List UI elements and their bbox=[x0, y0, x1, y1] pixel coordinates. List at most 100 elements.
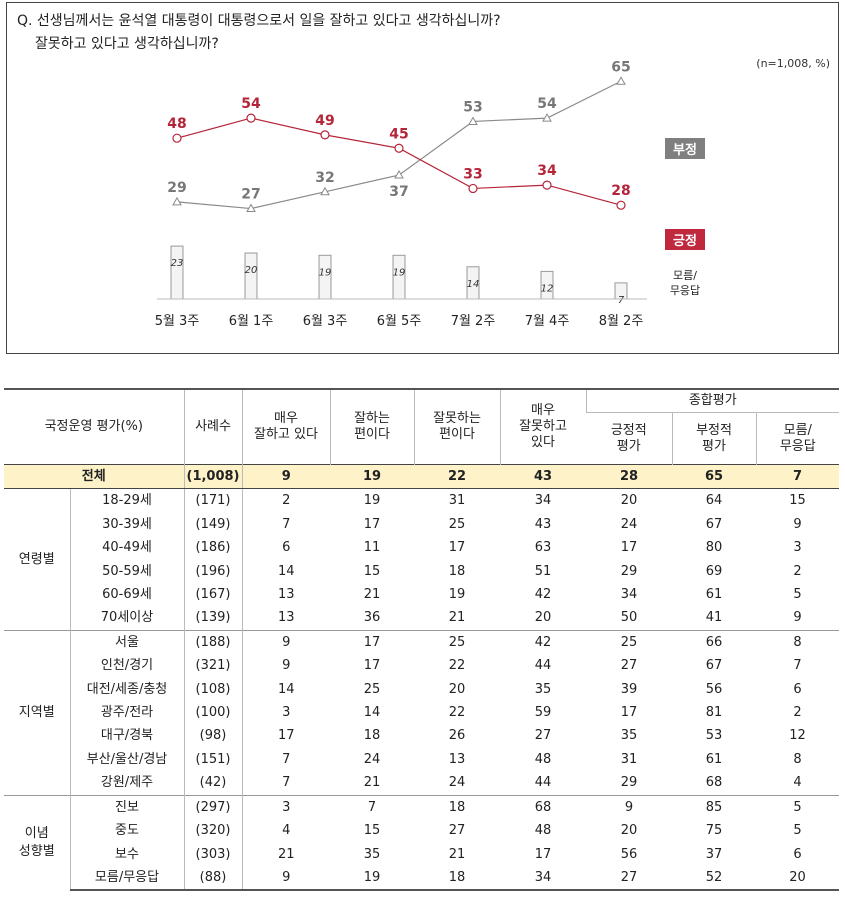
cell-value: 18 bbox=[414, 794, 501, 820]
row-count: (320) bbox=[184, 819, 243, 843]
row-label: 40-49세 bbox=[70, 536, 185, 560]
cell-value: 4 bbox=[793, 775, 802, 791]
row-label: 진보 bbox=[70, 794, 185, 820]
table-row: 대구/경북 (98) 17 18 26 27 35 53 12 bbox=[4, 724, 839, 748]
bar-label: 14 bbox=[467, 279, 480, 290]
cell-value: 67 bbox=[705, 516, 723, 532]
sample-note: (n=1,008, %) bbox=[756, 57, 830, 70]
table-row: 모름/무응답 (88) 9 19 18 34 27 52 20 bbox=[4, 865, 840, 892]
cell-value: 18 bbox=[448, 563, 466, 579]
cell-value: 22 bbox=[414, 463, 501, 490]
cell-value: 17 bbox=[363, 516, 381, 532]
cell-value: 13 bbox=[448, 751, 466, 767]
cell-value: 20 bbox=[448, 681, 466, 697]
bar-label: 23 bbox=[171, 258, 184, 269]
cell-value: 21 bbox=[448, 846, 466, 862]
bar-label: 19 bbox=[319, 267, 332, 278]
cell-value: 5 bbox=[793, 587, 802, 603]
cell-value: 25 bbox=[448, 516, 466, 532]
cell-value: 85 bbox=[672, 794, 757, 820]
cell-value: 15 bbox=[363, 823, 381, 839]
data-label-positive: 48 bbox=[167, 116, 186, 132]
row-count: (188) bbox=[184, 629, 243, 655]
point-negative bbox=[616, 76, 626, 85]
cell-value: 17 bbox=[448, 540, 466, 556]
cell-value: 7 bbox=[330, 794, 415, 820]
cell-value: 42 bbox=[500, 629, 587, 655]
data-label-positive: 34 bbox=[537, 163, 557, 179]
cell-value: 42 bbox=[534, 587, 552, 603]
cell-value: 43 bbox=[534, 516, 552, 532]
cell-value: 14 bbox=[363, 705, 381, 721]
point-positive bbox=[172, 133, 182, 143]
cell-value: 69 bbox=[705, 563, 723, 579]
cell-value: 24 bbox=[448, 775, 466, 791]
cell-value: 66 bbox=[672, 629, 757, 655]
legend-dont-know-label: 무응답 bbox=[670, 284, 700, 297]
cell-value: 44 bbox=[534, 775, 552, 791]
cell-value: 9 bbox=[586, 794, 673, 820]
cell-value: 21 bbox=[363, 587, 381, 603]
point-negative bbox=[320, 186, 330, 196]
legend-positive-swatch bbox=[665, 229, 705, 250]
cell-value: 15 bbox=[363, 563, 381, 579]
bar-label: 20 bbox=[245, 265, 258, 276]
cell-value: 51 bbox=[534, 563, 552, 579]
legend-negative-label: 부정 bbox=[673, 142, 697, 158]
bar-label: 19 bbox=[393, 267, 406, 278]
cell-value: 17 bbox=[620, 540, 638, 556]
row-count: (167) bbox=[184, 583, 243, 607]
cell-value: 2 bbox=[793, 705, 802, 721]
cell-value: 19 bbox=[363, 493, 381, 509]
question-line-2: 잘못하고 있다고 생각하십니까? bbox=[35, 36, 219, 52]
table-row: 70세이상 (139) 13 36 21 20 50 41 9 bbox=[4, 606, 839, 631]
cell-value: 39 bbox=[620, 681, 638, 697]
cell-value: 19 bbox=[330, 865, 415, 892]
cell-value: 3 bbox=[793, 540, 802, 556]
legend-dont-know-label: 모름/ bbox=[673, 269, 697, 282]
cell-value: 29 bbox=[620, 563, 638, 579]
row-label: 광주/전라 bbox=[70, 701, 185, 725]
cell-value: 17 bbox=[363, 658, 381, 674]
question-line-1: Q. 선생님께서는 윤석열 대통령이 대통령으로서 일을 잘하고 있다고 생각하… bbox=[17, 13, 501, 29]
cell-value: 17 bbox=[277, 728, 295, 744]
cell-value: 59 bbox=[534, 705, 552, 721]
bar-dont-know bbox=[170, 245, 184, 300]
point-positive bbox=[394, 143, 404, 153]
header-summary: 종합평가 bbox=[585, 388, 840, 413]
cell-value: 52 bbox=[672, 865, 757, 892]
cell-value: 48 bbox=[534, 823, 552, 839]
cell-value: 25 bbox=[414, 629, 501, 655]
cell-value: 9 bbox=[242, 865, 331, 892]
cell-value: 15 bbox=[789, 493, 806, 509]
point-positive bbox=[246, 113, 256, 123]
header-very-bad: 매우 잘못하고 있다 bbox=[499, 388, 587, 465]
table-row: 인천/경기 (321) 9 17 22 44 27 67 7 bbox=[4, 654, 839, 678]
table-row: 중도 (320) 4 15 27 48 20 75 5 bbox=[4, 819, 839, 843]
cell-value: 37 bbox=[705, 846, 723, 862]
header-very-good: 매우 잘하고 있다 bbox=[241, 388, 331, 465]
cell-value: 6 bbox=[282, 540, 291, 556]
legend-positive-label: 긍정 bbox=[673, 233, 697, 249]
table-row: 50-59세 (196) 14 15 18 51 29 69 2 bbox=[4, 559, 839, 584]
header-dont-know: 모름/무응답 bbox=[755, 412, 840, 465]
cell-value: 7 bbox=[756, 463, 840, 490]
cell-value: 29 bbox=[620, 775, 638, 791]
cell-value: 27 bbox=[620, 658, 638, 674]
row-count: (149) bbox=[184, 512, 243, 537]
bar-dont-know bbox=[244, 252, 258, 300]
row-count: (151) bbox=[184, 747, 243, 772]
cell-value: 61 bbox=[705, 751, 723, 767]
cell-value: 35 bbox=[363, 846, 381, 862]
chart-panel: Q. 선생님께서는 윤석열 대통령이 대통령으로서 일을 잘하고 있다고 생각하… bbox=[6, 2, 839, 354]
cell-value: 68 bbox=[500, 794, 587, 820]
row-count: (196) bbox=[184, 559, 243, 584]
x-tick-label: 6월 3주 bbox=[303, 314, 348, 329]
cell-value: 48 bbox=[534, 751, 552, 767]
cell-value: 56 bbox=[705, 681, 723, 697]
data-label-negative: 65 bbox=[611, 59, 630, 75]
table-row: 대전/세종/충청 (108) 14 25 20 35 39 56 6 bbox=[4, 677, 839, 702]
row-count: (139) bbox=[184, 606, 243, 631]
cell-value: 5 bbox=[793, 823, 802, 839]
cell-value: 9 bbox=[793, 610, 802, 626]
